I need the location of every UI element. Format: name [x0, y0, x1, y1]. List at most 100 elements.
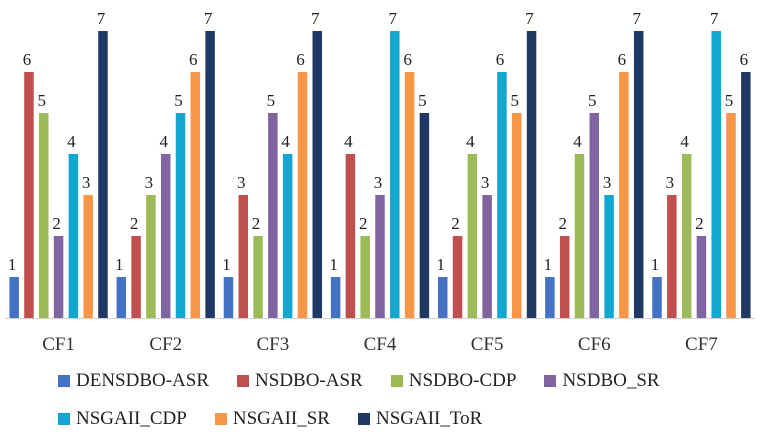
data-label: 2	[252, 214, 261, 233]
bar-cf7-nsdbo-cdp	[681, 154, 692, 318]
data-label: 1	[436, 255, 445, 274]
x-tick-label: CF5	[471, 334, 504, 355]
data-label: 4	[159, 132, 168, 151]
bar-cf7-nsgaii-cdp	[711, 31, 721, 318]
bar-cf2-nsdbo-asr	[131, 236, 141, 318]
data-label: 3	[374, 173, 383, 192]
data-label: 4	[466, 132, 475, 151]
x-tick-label: CF3	[256, 334, 289, 355]
x-tick-label: CF7	[685, 334, 718, 355]
bar-cf2-nsgaii-cdp	[175, 113, 186, 318]
data-label: 6	[296, 50, 305, 69]
data-label: 4	[281, 132, 290, 151]
data-label: 4	[680, 132, 689, 151]
bar-chart: 1 6 5 2 4 3 7 1 2 3 4 5 6 7 1 3 2 5 4 6 7 1 4 2 3 7 6 5 1 2 4 3 6 5 7 1 2 4 5 3…	[5, 9, 755, 355]
x-tick-label: CF2	[149, 334, 182, 355]
bar-cf3-densdbo-asr	[223, 277, 234, 318]
bar-cf3-nsgaii-tor	[312, 31, 323, 318]
data-label: 4	[573, 132, 582, 151]
bar-cf7-nsdbo-sr	[696, 236, 707, 318]
data-label: 6	[496, 50, 505, 69]
bar-cf4-nsgaii-tor	[419, 113, 430, 318]
legend-item: NSGAII_ToR	[357, 408, 482, 430]
data-label: 7	[204, 9, 213, 28]
legend-label: NSDBO_SR	[562, 370, 660, 391]
data-label: 7	[389, 9, 398, 28]
data-label: 6	[618, 50, 627, 69]
bar-cf6-nsgaii-tor	[633, 31, 644, 318]
data-label: 2	[695, 214, 704, 233]
data-label: 5	[510, 91, 519, 110]
x-tick-label: CF4	[364, 334, 397, 355]
data-labels-layer: 1 6 5 2 4 3 7 1 2 3 4 5 6 7 1 3 2 5 4 6 7 1 4 2 3 7 6 5 1 2 4 3 6 5 7 1 2 4 5 3…	[8, 9, 748, 274]
bar-cf5-nsgaii-sr	[511, 113, 522, 318]
bar-cf2-nsdbo-sr	[160, 154, 171, 318]
data-label: 2	[451, 214, 460, 233]
bar-cf5-densdbo-asr	[437, 277, 448, 318]
legend-swatch	[58, 413, 70, 425]
data-label: 5	[267, 91, 276, 110]
bar-cf5-nsdbo-sr	[482, 195, 492, 318]
bar-cf6-nsdbo-asr	[559, 236, 570, 318]
legend-swatch	[357, 413, 370, 425]
bar-cf2-nsgaii-sr	[190, 72, 201, 318]
data-label: 7	[97, 9, 106, 28]
bar-cf1-nsdbo-asr	[24, 72, 34, 318]
bar-cf6-nsdbo-sr	[589, 113, 600, 318]
bar-cf5-nsgaii-cdp	[497, 72, 507, 318]
legend-swatch	[58, 375, 70, 387]
data-label: 3	[481, 173, 490, 192]
legend-swatch	[544, 375, 557, 387]
bar-cf4-nsdbo-sr	[375, 195, 385, 318]
bar-cf1-nsgaii-tor	[98, 31, 108, 318]
bar-cf1-nsgaii-sr	[83, 195, 93, 318]
bar-cf2-nsgaii-tor	[205, 31, 215, 318]
bar-cf1-densdbo-asr	[9, 277, 19, 318]
bar-cf3-nsdbo-asr	[238, 195, 249, 318]
bar-cf2-nsdbo-cdp	[146, 195, 156, 318]
bar-cf6-densdbo-asr	[545, 277, 555, 318]
data-label: 7	[525, 9, 534, 28]
data-label: 5	[725, 91, 734, 110]
bar-cf3-nsgaii-cdp	[282, 154, 293, 318]
bar-cf1-nsdbo-cdp	[39, 113, 49, 318]
bar-cf5-nsgaii-tor	[526, 31, 537, 318]
legend-swatch	[390, 375, 403, 387]
data-label: 7	[632, 9, 641, 28]
data-label: 5	[418, 91, 427, 110]
bar-cf1-nsgaii-cdp	[68, 154, 79, 318]
data-label: 2	[359, 214, 368, 233]
x-tick-label: CF1	[42, 334, 75, 355]
bar-cf3-nsgaii-sr	[297, 72, 308, 318]
bar-cf5-nsdbo-asr	[452, 236, 463, 318]
data-label: 1	[651, 255, 660, 274]
bar-cf4-nsgaii-sr	[404, 72, 415, 318]
legend-label: NSDBO-ASR	[255, 370, 363, 391]
bar-cf4-nsgaii-cdp	[390, 31, 400, 318]
legend-swatch	[237, 375, 250, 387]
bar-cf5-nsdbo-cdp	[467, 154, 478, 318]
data-label: 6	[23, 50, 32, 69]
x-tick-label: CF6	[578, 334, 611, 355]
bar-cf6-nsdbo-cdp	[574, 154, 585, 318]
bars-layer	[9, 31, 751, 318]
bar-cf3-nsdbo-sr	[268, 113, 278, 318]
data-label: 6	[740, 50, 749, 69]
legend-item: NSGAII_SR	[214, 408, 330, 430]
bar-cf2-densdbo-asr	[116, 277, 127, 318]
bar-cf4-nsdbo-cdp	[360, 236, 370, 318]
bar-cf6-nsgaii-cdp	[604, 195, 614, 318]
data-label: 3	[237, 173, 246, 192]
data-label: 4	[344, 132, 353, 151]
data-label: 5	[38, 91, 47, 110]
bar-cf4-nsdbo-asr	[345, 154, 356, 318]
bar-cf6-nsgaii-sr	[619, 72, 629, 318]
data-label: 1	[115, 255, 124, 274]
legend-item: NSGAII_CDP	[58, 408, 187, 430]
data-label: 1	[329, 255, 338, 274]
data-label: 3	[145, 173, 154, 192]
data-label: 1	[222, 255, 231, 274]
data-label: 6	[403, 50, 412, 69]
legend-row-2: NSGAII_CDP NSGAII_SR NSGAII_ToR	[58, 406, 482, 432]
bar-cf7-densdbo-asr	[652, 277, 662, 318]
